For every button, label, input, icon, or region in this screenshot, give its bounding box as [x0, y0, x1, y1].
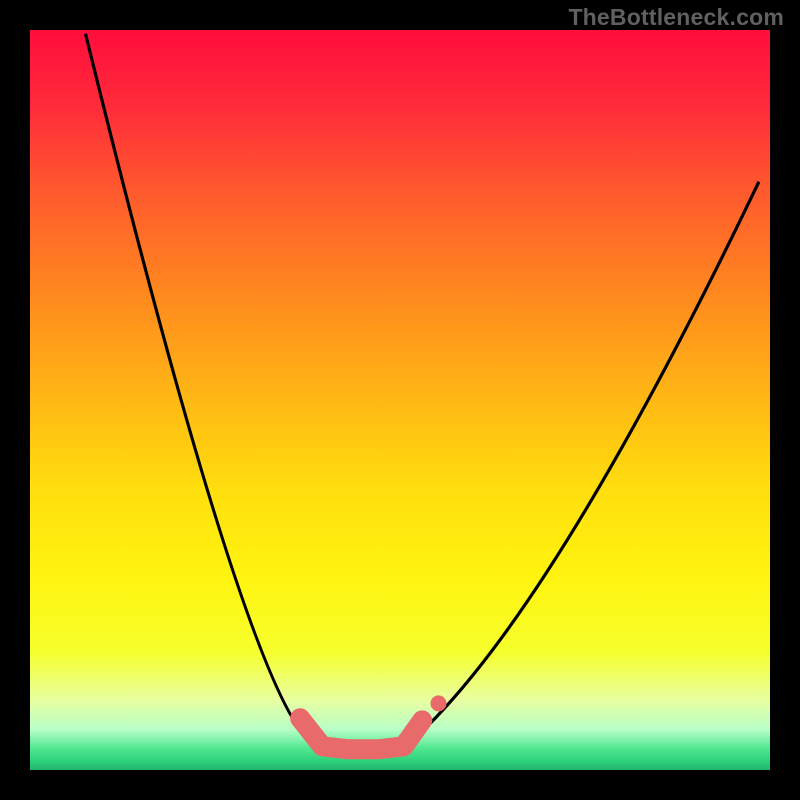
watermark-label: TheBottleneck.com — [568, 4, 784, 31]
chart-gradient-background — [30, 30, 770, 770]
chart-frame — [30, 30, 770, 770]
